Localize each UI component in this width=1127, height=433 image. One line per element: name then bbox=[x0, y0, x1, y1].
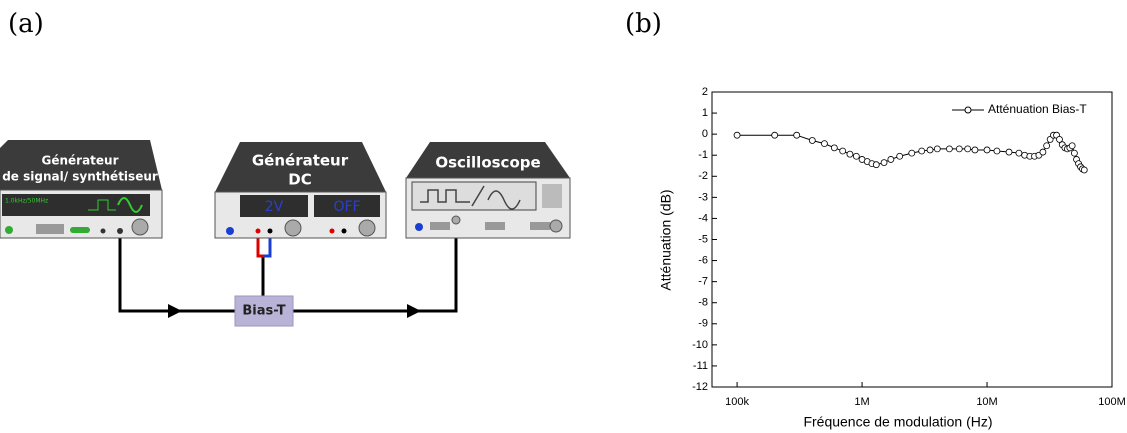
data-point bbox=[1039, 148, 1047, 156]
data-point bbox=[771, 131, 779, 139]
y-tick-label: -3 bbox=[698, 191, 708, 203]
y-tick-label: -7 bbox=[698, 276, 708, 288]
oscilloscope bbox=[405, 142, 571, 239]
y-tick-label: 2 bbox=[702, 86, 708, 98]
display-text: 1.0kHz/50MHz bbox=[5, 198, 48, 205]
bias-t-box bbox=[234, 295, 294, 327]
data-point bbox=[908, 149, 916, 157]
y-tick-label: -5 bbox=[698, 233, 708, 245]
instrument-label: Générateur bbox=[41, 154, 118, 168]
data-point bbox=[955, 145, 963, 153]
data-point bbox=[880, 159, 888, 166]
data-point bbox=[1068, 142, 1076, 150]
x-tick-label: 100k bbox=[725, 396, 749, 408]
data-point bbox=[808, 137, 816, 144]
y-tick-label: -2 bbox=[698, 170, 708, 182]
data-point bbox=[933, 145, 941, 153]
y-tick-label: -4 bbox=[698, 212, 708, 224]
wires bbox=[118, 226, 458, 313]
data-point bbox=[983, 146, 991, 154]
instrument-label: DC bbox=[288, 171, 311, 189]
x-axis-label: Fréquence de modulation (Hz) bbox=[803, 414, 992, 430]
chart: Fréquence de modulation (Hz) Atténuation… bbox=[658, 86, 1126, 430]
data-point bbox=[896, 152, 904, 160]
y-tick-label: -11 bbox=[693, 360, 708, 372]
data-point bbox=[1005, 148, 1013, 156]
y-tick-label: -6 bbox=[698, 254, 708, 266]
data-point bbox=[830, 144, 838, 152]
x-tick-label: 1M bbox=[854, 396, 869, 408]
data-point bbox=[964, 145, 972, 153]
y-tick-label: -10 bbox=[692, 339, 708, 351]
y-tick-label: -8 bbox=[698, 297, 708, 309]
data-point bbox=[852, 152, 860, 160]
arrow bbox=[168, 304, 182, 318]
arrow bbox=[407, 304, 421, 318]
legend-label: Atténuation Bias-T bbox=[988, 102, 1087, 116]
display-text: OFF bbox=[333, 199, 360, 215]
data-point bbox=[926, 146, 934, 154]
x-tick-label: 10M bbox=[976, 396, 997, 408]
data-point bbox=[733, 131, 741, 139]
data-point bbox=[971, 146, 979, 154]
data-point bbox=[872, 161, 880, 169]
data-point bbox=[1043, 142, 1051, 150]
data-point bbox=[846, 150, 854, 158]
data-point bbox=[839, 147, 847, 155]
instrument-label: Générateur bbox=[252, 152, 349, 170]
signal-generator: 1.0kHz/50MHz bbox=[0, 140, 163, 239]
data-point bbox=[887, 156, 895, 163]
data-point bbox=[821, 140, 828, 148]
panel-label: (a) bbox=[8, 9, 44, 39]
instrument-label: Oscilloscope bbox=[435, 154, 540, 172]
data-point bbox=[1015, 149, 1023, 157]
instrument-label: de signal/ synthétiseur bbox=[2, 170, 158, 184]
x-tick-label: 100M bbox=[1098, 396, 1126, 408]
data-point bbox=[918, 147, 926, 155]
legend-marker bbox=[964, 106, 972, 114]
panel-label: (b) bbox=[625, 9, 662, 39]
dc-generator bbox=[214, 142, 387, 239]
data-point bbox=[1056, 136, 1063, 143]
bias-t-label: Bias-T bbox=[242, 304, 285, 319]
data-point bbox=[1080, 166, 1088, 174]
display-text: 2V bbox=[265, 199, 284, 215]
data-point bbox=[793, 131, 801, 139]
data-point bbox=[946, 145, 953, 153]
y-tick-label: -9 bbox=[698, 318, 708, 330]
data-point bbox=[993, 147, 1001, 155]
y-tick-label: 0 bbox=[702, 128, 708, 140]
wire-blue bbox=[264, 232, 272, 258]
y-axis-label: Atténuation (dB) bbox=[658, 189, 674, 290]
y-tick-label: -12 bbox=[692, 381, 708, 393]
y-tick-label: 1 bbox=[702, 107, 708, 119]
y-tick-label: -1 bbox=[698, 149, 708, 161]
data-point bbox=[1070, 149, 1078, 157]
